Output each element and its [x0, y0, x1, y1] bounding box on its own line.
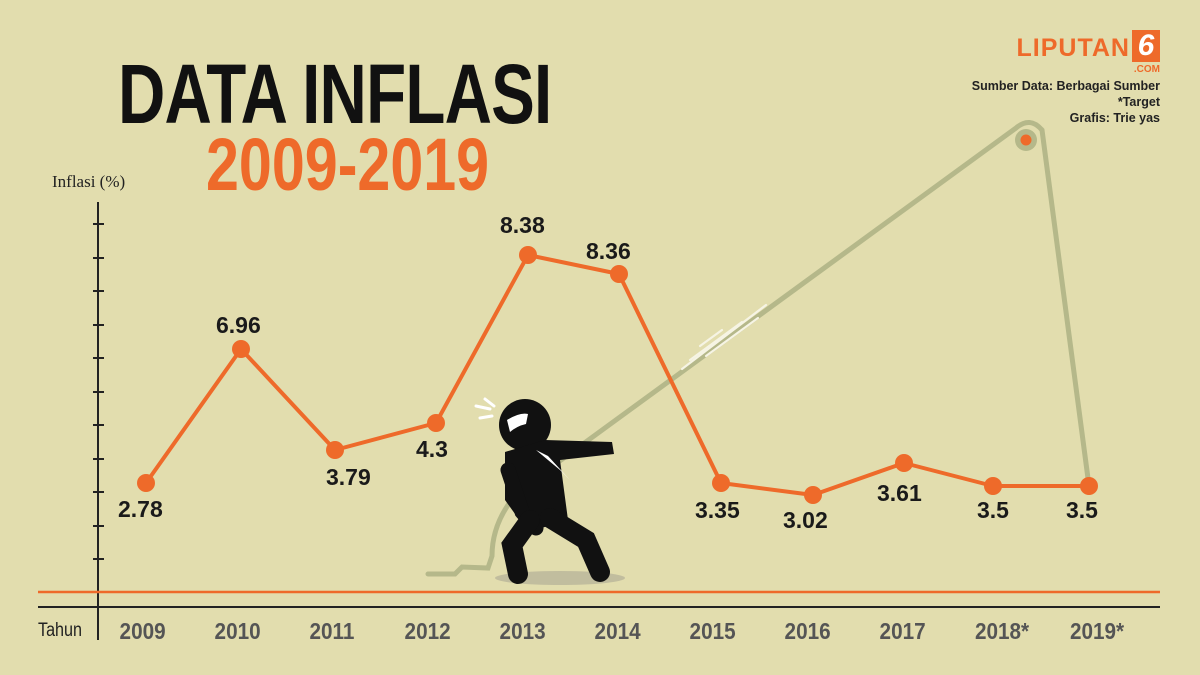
- x-tick-2011: 2011: [309, 618, 355, 644]
- data-points: [137, 246, 1098, 504]
- x-tick-2017: 2017: [879, 618, 926, 644]
- x-tick-2019: 2019*: [1070, 618, 1125, 644]
- value-label-2018: 3.5: [977, 497, 1009, 523]
- x-tick-2014: 2014: [594, 618, 641, 644]
- value-label-2014: 8.36: [586, 238, 631, 264]
- y-axis-label: Inflasi (%): [52, 172, 126, 191]
- value-label-2009: 2.78: [118, 496, 163, 522]
- value-label-2015: 3.35: [695, 497, 740, 523]
- graphic-credit: Grafis: Trie yas: [1069, 111, 1160, 125]
- source-text: Sumber Data: Berbagai Sumber: [971, 79, 1160, 93]
- x-tick-2010: 2010: [214, 618, 261, 644]
- value-label-2016: 3.02: [783, 507, 828, 533]
- x-tick-2013: 2013: [499, 618, 546, 644]
- x-tick-2015: 2015: [689, 618, 736, 644]
- motion-lines: [680, 303, 768, 371]
- inflation-line: [144, 253, 1089, 497]
- chart-title: DATA INFLASI: [118, 47, 552, 141]
- value-label-2011: 3.79: [326, 464, 371, 490]
- value-label-2010: 6.96: [216, 312, 261, 338]
- liputan6-logo: LIPUTAN 6 .COM: [1016, 30, 1160, 75]
- value-label-2017: 3.61: [877, 480, 922, 506]
- y-axis: [93, 202, 104, 640]
- value-label-2019: 3.5: [1066, 497, 1098, 523]
- man-pulling-rope-icon: [474, 397, 614, 584]
- logo-domain: .COM: [1133, 64, 1160, 75]
- x-tick-2018: 2018*: [975, 618, 1030, 644]
- chart-subtitle: 2009-2019: [206, 123, 490, 206]
- value-label-2012: 4.3: [416, 436, 448, 462]
- logo-badge: 6: [1132, 30, 1160, 62]
- x-axis-label: Tahun: [38, 620, 83, 641]
- pulley-icon: [1015, 129, 1037, 151]
- x-tick-2009: 2009: [119, 618, 166, 644]
- x-tick-2016: 2016: [784, 618, 831, 644]
- target-note: *Target: [1117, 95, 1160, 109]
- value-label-2013: 8.38: [500, 212, 545, 238]
- logo-text: LIPUTAN: [1016, 34, 1130, 62]
- credits: Sumber Data: Berbagai Sumber *Target Gra…: [972, 78, 1160, 126]
- x-tick-2012: 2012: [404, 618, 451, 644]
